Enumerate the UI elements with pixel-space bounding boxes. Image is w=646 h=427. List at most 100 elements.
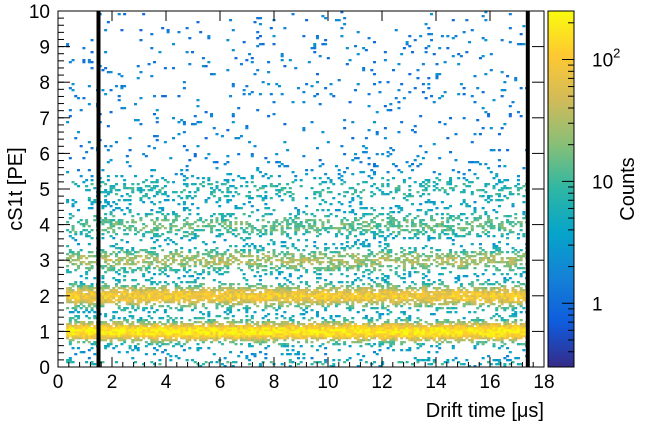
heatmap-cell bbox=[402, 277, 406, 280]
heatmap-cell bbox=[250, 315, 254, 318]
heatmap-cell bbox=[481, 273, 485, 276]
heatmap-cell bbox=[188, 329, 192, 332]
heatmap-cell bbox=[74, 233, 78, 236]
heatmap-cell bbox=[223, 339, 227, 342]
heatmap-cell bbox=[261, 317, 265, 320]
heatmap-cell bbox=[462, 325, 466, 328]
heatmap-cell bbox=[413, 235, 417, 238]
heatmap-cell bbox=[109, 341, 113, 344]
heatmap-cell bbox=[438, 331, 442, 334]
heatmap-cell bbox=[272, 267, 276, 270]
heatmap-cell bbox=[416, 259, 420, 262]
heatmap-cell bbox=[272, 291, 276, 294]
heatmap-cell bbox=[484, 333, 488, 336]
heatmap-cell bbox=[332, 269, 336, 272]
heatmap-cell bbox=[256, 331, 260, 334]
heatmap-cell bbox=[136, 339, 140, 342]
heatmap-cell bbox=[112, 293, 116, 296]
heatmap-cell bbox=[478, 327, 482, 330]
heatmap-cell bbox=[226, 229, 230, 232]
heatmap-cell bbox=[478, 333, 482, 336]
heatmap-cell bbox=[364, 297, 368, 300]
heatmap-cell bbox=[180, 291, 184, 294]
heatmap-cell bbox=[364, 291, 368, 294]
heatmap-cell bbox=[503, 293, 507, 296]
heatmap-cell bbox=[508, 267, 512, 270]
heatmap-cell bbox=[340, 243, 344, 246]
heatmap-cell bbox=[511, 305, 515, 308]
heatmap-cell bbox=[435, 351, 439, 354]
heatmap-cell bbox=[500, 331, 504, 334]
heatmap-cell bbox=[392, 323, 396, 326]
heatmap-cell bbox=[280, 245, 284, 248]
heatmap-cell bbox=[258, 287, 262, 290]
heatmap-cell bbox=[125, 301, 129, 304]
heatmap-cell bbox=[283, 277, 287, 280]
heatmap-cell bbox=[519, 293, 523, 296]
heatmap-cell bbox=[457, 297, 461, 300]
heatmap-cell bbox=[440, 333, 444, 336]
heatmap-cell bbox=[356, 253, 360, 256]
heatmap-cell bbox=[191, 323, 195, 326]
heatmap-cell bbox=[185, 261, 189, 264]
heatmap-cell bbox=[329, 331, 333, 334]
heatmap-cell bbox=[305, 331, 309, 334]
heatmap-cell bbox=[408, 347, 412, 350]
heatmap-cell bbox=[451, 307, 455, 310]
heatmap-cell bbox=[76, 337, 80, 340]
heatmap-cell bbox=[503, 297, 507, 300]
heatmap-cell bbox=[253, 331, 257, 334]
heatmap-cell bbox=[85, 315, 89, 318]
heatmap-cell bbox=[128, 347, 132, 350]
heatmap-cell bbox=[348, 305, 352, 308]
heatmap-cell bbox=[220, 257, 224, 260]
heatmap-cell bbox=[250, 231, 254, 234]
heatmap-cell bbox=[372, 255, 377, 258]
heatmap-cell bbox=[212, 249, 216, 252]
heatmap-cell bbox=[451, 333, 455, 336]
heatmap-cell bbox=[136, 337, 140, 340]
heatmap-cell bbox=[280, 227, 284, 230]
heatmap-cell bbox=[163, 311, 167, 314]
heatmap-cell bbox=[239, 337, 243, 340]
heatmap-cell bbox=[383, 297, 387, 300]
heatmap-cell bbox=[367, 333, 371, 336]
heatmap-cell bbox=[169, 327, 173, 330]
heatmap-cell bbox=[182, 343, 186, 346]
heatmap-cell bbox=[465, 301, 469, 304]
heatmap-cell bbox=[250, 317, 254, 320]
heatmap-cell bbox=[234, 331, 238, 334]
heatmap-cell bbox=[421, 259, 425, 262]
heatmap-cell bbox=[174, 355, 178, 358]
heatmap-cell bbox=[326, 299, 330, 302]
heatmap-cell bbox=[313, 293, 317, 296]
heatmap-cell bbox=[201, 317, 205, 320]
heatmap-cell bbox=[345, 325, 349, 328]
heatmap-cell bbox=[305, 325, 309, 328]
heatmap-cell bbox=[193, 317, 197, 320]
heatmap-cell bbox=[226, 225, 230, 228]
heatmap-cell bbox=[66, 297, 70, 300]
heatmap-cell bbox=[147, 343, 151, 346]
heatmap-cell bbox=[372, 307, 377, 310]
heatmap-cell bbox=[487, 355, 491, 358]
heatmap-cell bbox=[174, 333, 178, 336]
heatmap-cell bbox=[275, 297, 279, 300]
heatmap-cell bbox=[125, 327, 129, 330]
heatmap-cell bbox=[66, 331, 70, 334]
heatmap-cell bbox=[136, 305, 140, 308]
heatmap-cell bbox=[188, 339, 192, 342]
heatmap-cell bbox=[112, 237, 116, 240]
heatmap-cell bbox=[495, 247, 499, 250]
heatmap-cell bbox=[337, 339, 341, 342]
heatmap-cell bbox=[370, 337, 374, 340]
heatmap-cell bbox=[459, 227, 463, 230]
heatmap-cell bbox=[378, 231, 382, 234]
heatmap-cell bbox=[74, 239, 78, 242]
heatmap-cell bbox=[264, 337, 268, 340]
heatmap-cell bbox=[451, 265, 455, 268]
heatmap-cell bbox=[144, 307, 148, 310]
heatmap-cell bbox=[153, 363, 157, 366]
heatmap-cell bbox=[158, 363, 162, 366]
heatmap-cell bbox=[277, 297, 281, 300]
